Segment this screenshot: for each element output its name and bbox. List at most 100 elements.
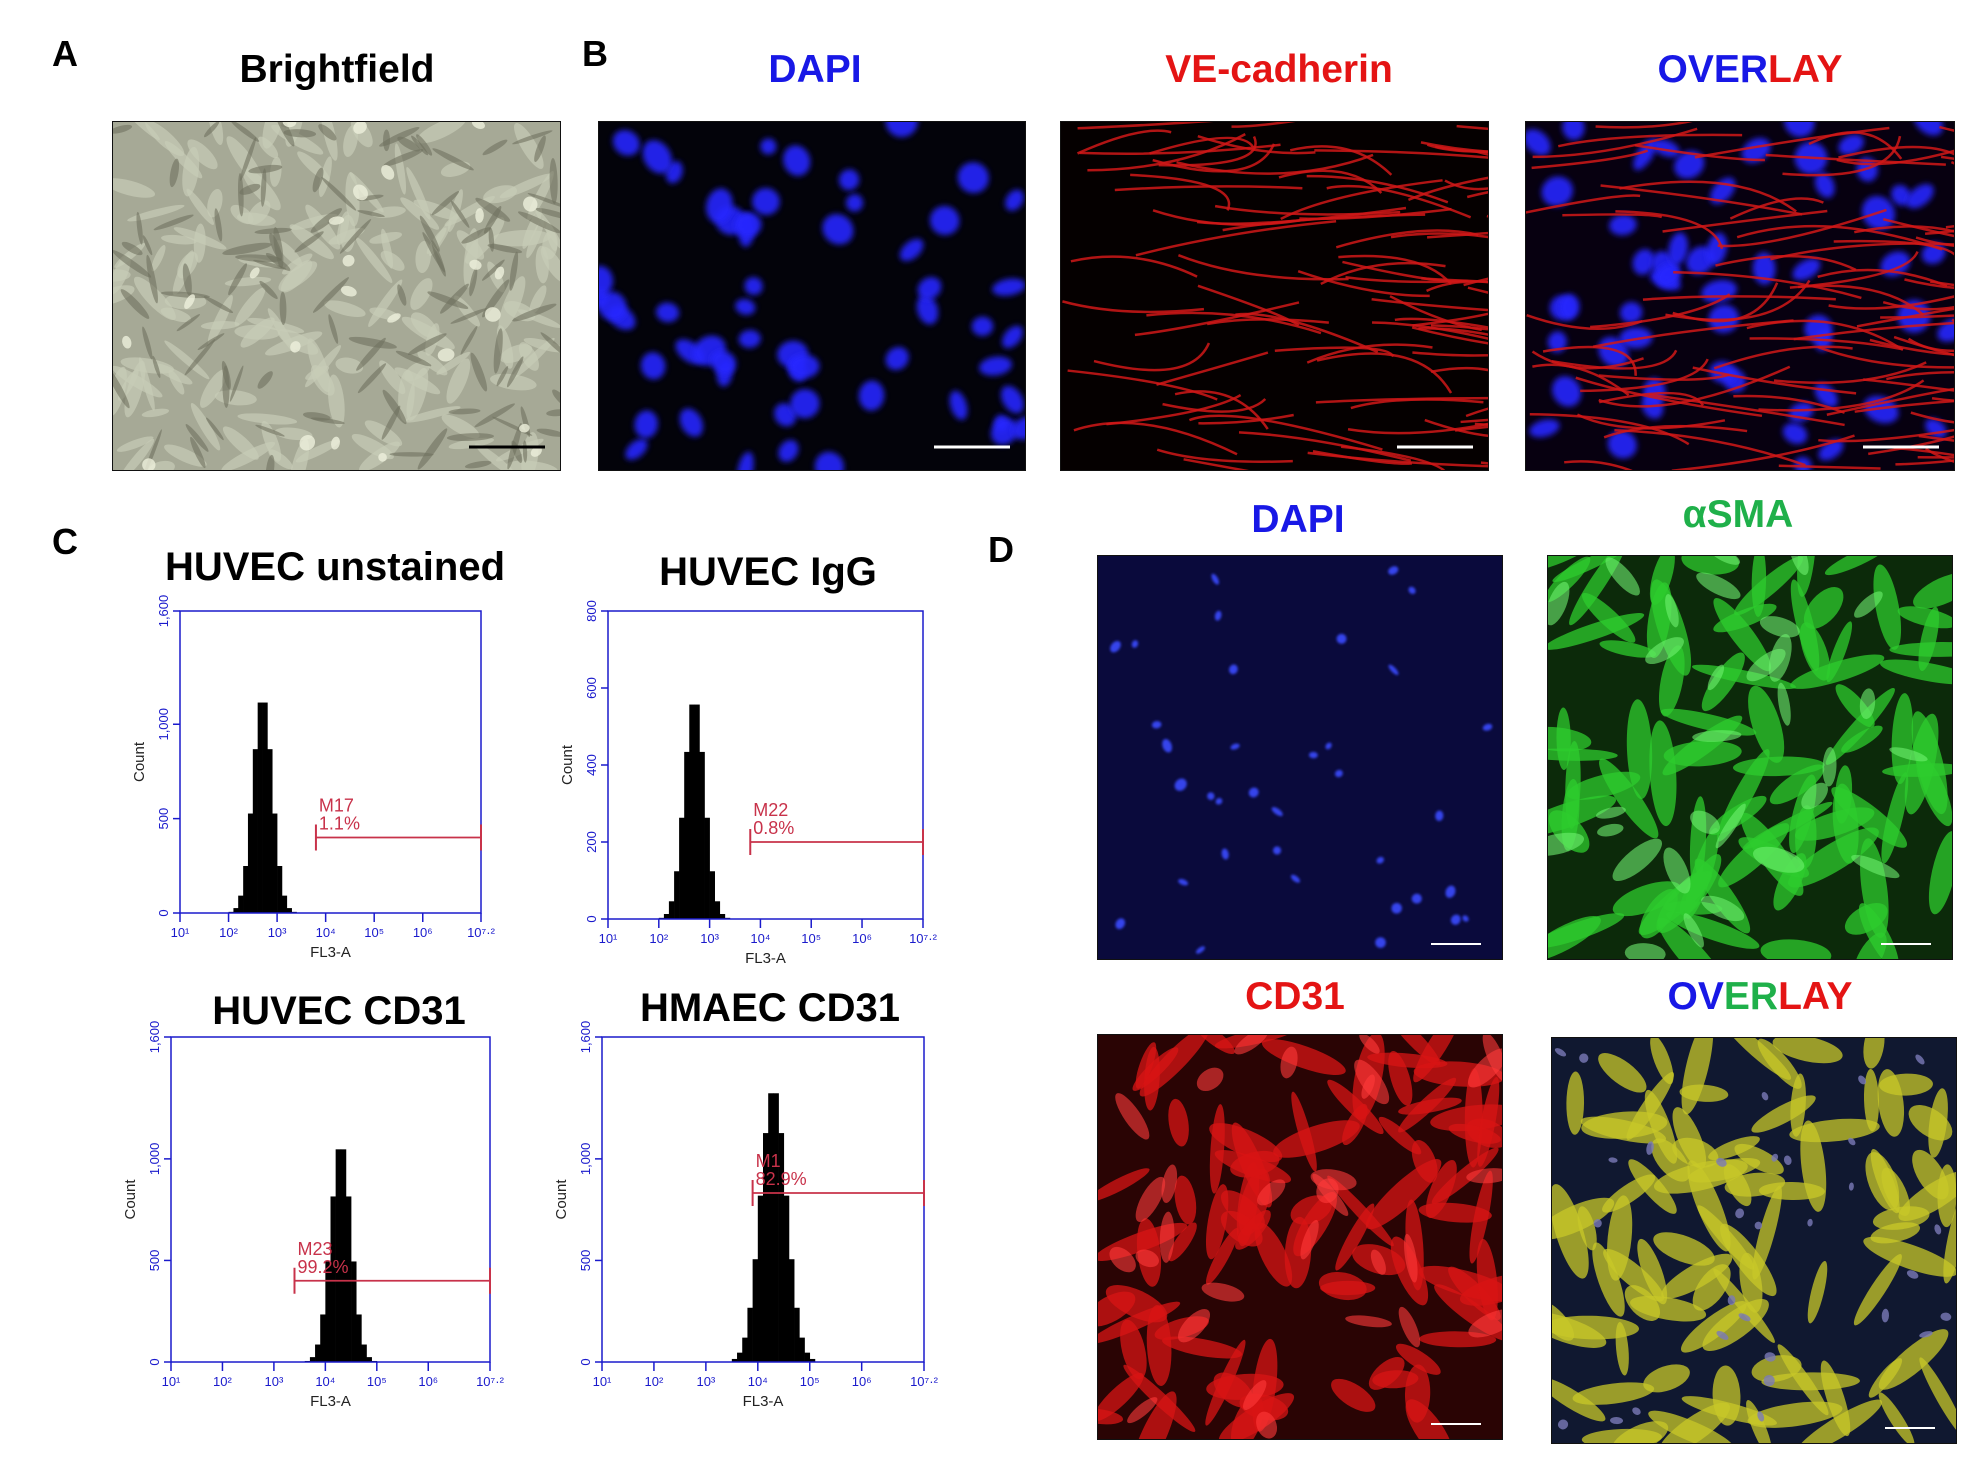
- cell: [461, 227, 491, 244]
- cell: [1626, 699, 1653, 800]
- cell: [1178, 878, 1189, 886]
- y-tick-label: 0: [147, 1358, 162, 1365]
- fiber: [1662, 209, 1828, 233]
- histogram-bar: [757, 1195, 764, 1362]
- cell: [1135, 1176, 1166, 1222]
- cell: [1665, 594, 1679, 628]
- cell: [642, 140, 672, 174]
- fiber: [1634, 143, 1765, 162]
- cell: [417, 428, 448, 470]
- cell: [121, 241, 143, 256]
- x-tick-label: 10²: [213, 1374, 232, 1389]
- cell: [387, 313, 401, 323]
- cell: [1388, 1050, 1413, 1106]
- cell: [262, 121, 284, 149]
- cell: [355, 237, 393, 283]
- cell: [1759, 616, 1800, 638]
- histogram-bar: [247, 813, 254, 913]
- cell: [1732, 756, 1825, 777]
- cell: [185, 424, 209, 452]
- cell: [1661, 1253, 1733, 1299]
- histogram-bar: [272, 813, 278, 913]
- fiber: [1087, 133, 1246, 172]
- fiber: [1389, 295, 1482, 332]
- micrograph: [112, 121, 561, 471]
- cell: [1739, 1252, 1763, 1313]
- cell: [318, 124, 337, 141]
- micrograph: [1097, 555, 1503, 960]
- cell: [1854, 591, 1883, 618]
- cell: [1168, 1222, 1197, 1262]
- cell: [549, 157, 558, 205]
- cell: [737, 451, 754, 471]
- cell: [118, 438, 155, 471]
- y-tick-label: 0: [156, 909, 171, 916]
- cell: [1784, 121, 1815, 138]
- histogram-bar: [267, 749, 273, 913]
- cell: [324, 300, 366, 318]
- histogram-bar: [699, 751, 705, 919]
- panel-title: OVERLAY: [1658, 48, 1843, 91]
- histogram-bar: [709, 871, 715, 919]
- cell: [783, 145, 811, 176]
- cell: [1803, 587, 1844, 629]
- fiber: [1576, 413, 1726, 430]
- cell: [151, 245, 166, 272]
- cell: [474, 403, 515, 428]
- cell: [1370, 1249, 1386, 1275]
- micrograph: [1060, 121, 1489, 471]
- cell: [1940, 1312, 1952, 1321]
- fiber: [1817, 268, 1948, 288]
- cell: [328, 216, 345, 225]
- cell: [1435, 810, 1444, 822]
- cell: [1408, 586, 1416, 595]
- fiber: [1529, 412, 1690, 446]
- histogram-bar: [804, 1352, 811, 1362]
- cell: [407, 333, 447, 356]
- cell: [1853, 1254, 1902, 1326]
- micrograph: [1547, 555, 1953, 960]
- histogram-bar: [747, 1307, 753, 1362]
- cell: [1609, 214, 1637, 236]
- panel-title: OVERLAY: [1668, 975, 1853, 1018]
- fiber: [1198, 413, 1294, 425]
- cell: [397, 136, 420, 152]
- fiber: [1793, 321, 1955, 341]
- cell: [506, 356, 524, 388]
- cell: [979, 356, 1013, 376]
- cell: [1748, 685, 1785, 763]
- cell: [1825, 687, 1895, 765]
- histogram-bar: [809, 1358, 816, 1362]
- cell: [778, 439, 799, 462]
- cell: [1624, 943, 1666, 960]
- x-tick-label: 10⁶: [418, 1374, 438, 1389]
- fiber: [1430, 366, 1489, 374]
- cell: [1230, 1150, 1280, 1178]
- cell: [1692, 1264, 1731, 1311]
- cell: [259, 280, 278, 300]
- cell: [222, 365, 230, 408]
- cell: [1668, 232, 1689, 266]
- cell: [1257, 1179, 1286, 1206]
- cell: [475, 197, 511, 222]
- fiber: [1910, 411, 1955, 424]
- cell: [342, 254, 355, 267]
- fiber: [1917, 456, 1955, 459]
- cell: [1430, 1104, 1503, 1132]
- fiber: [1717, 208, 1887, 248]
- cell: [706, 188, 733, 224]
- fiber: [1642, 295, 1836, 301]
- cell: [203, 121, 220, 138]
- cell: [348, 336, 397, 349]
- fiber: [1183, 458, 1256, 471]
- cell: [400, 197, 440, 230]
- cell: [1559, 294, 1580, 320]
- histogram-bar: [752, 1259, 759, 1362]
- cell: [1146, 1305, 1172, 1386]
- cell: [1657, 917, 1730, 960]
- cell: [289, 439, 310, 471]
- cell: [1630, 1295, 1707, 1322]
- cell: [1872, 1206, 1930, 1230]
- cell: [1658, 645, 1685, 717]
- histogram-bar: [330, 1196, 336, 1362]
